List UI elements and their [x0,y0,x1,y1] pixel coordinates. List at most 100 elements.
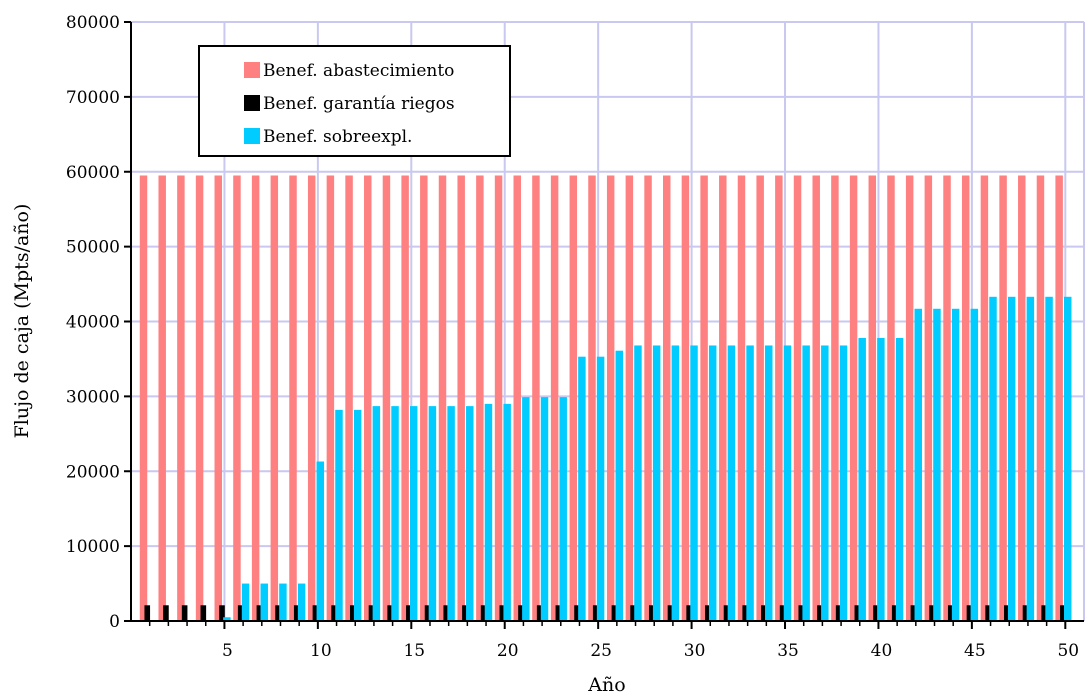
bar-0-37 [812,175,820,621]
bar-1-7 [256,605,263,621]
bar-2-11 [335,409,343,621]
bar-0-1 [139,175,148,621]
legend-label-0: Benef. abastecimiento [263,61,454,81]
bar-1-49 [1041,605,1048,621]
y-axis-title: Flujo de caja (Mpts/año) [11,204,33,439]
bar-2-5 [223,617,231,621]
bar-0-13 [364,175,372,621]
bar-1-30 [686,605,692,621]
bar-2-33 [746,345,754,621]
bar-2-34 [765,345,773,621]
x-tick-label: 10 [310,641,332,661]
bar-1-1 [144,605,151,621]
bar-1-29 [667,605,674,621]
bar-0-36 [793,175,802,621]
x-tick-label: 45 [964,641,986,661]
x-tick-label: 30 [684,641,706,661]
bar-0-9 [289,175,297,621]
bar-2-46 [989,296,997,621]
legend-swatch-0 [244,62,260,78]
bar-1-6 [237,605,244,621]
y-tick-label: 10000 [66,537,120,557]
x-tick-label: 15 [403,641,425,661]
bar-2-7 [260,583,268,621]
bar-1-32 [723,605,730,621]
bar-0-5 [214,175,223,621]
bars [139,175,1072,621]
bar-1-45 [966,605,973,621]
y-tick-label: 60000 [66,163,120,183]
bar-0-40 [868,175,877,621]
bar-1-21 [518,605,524,621]
bar-1-23 [555,605,562,621]
bar-2-19 [484,403,493,621]
bar-0-8 [270,175,279,621]
bar-0-34 [756,175,764,621]
bar-0-33 [737,175,746,621]
bar-2-10 [316,461,325,621]
bar-1-10 [312,605,319,621]
bar-1-9 [293,605,300,621]
bar-2-18 [466,406,474,621]
bar-0-42 [905,175,914,621]
ticks: 0 10000 20000 30000 40000 50000 60000 70000 8000… [66,13,1079,661]
bar-1-2 [163,605,169,621]
bar-0-35 [775,175,783,621]
y-tick-label: 0 [109,612,120,632]
bar-2-9 [297,583,306,621]
bar-1-4 [200,605,207,621]
bar-1-27 [630,605,636,621]
bar-0-38 [831,175,839,621]
bar-0-18 [457,175,465,621]
x-tick-label: 50 [1057,641,1079,661]
bar-2-21 [522,397,530,621]
bar-0-49 [1036,175,1045,621]
bar-2-30 [690,345,698,621]
x-tick-label: 20 [497,641,519,661]
bar-1-44 [947,605,954,621]
bar-0-47 [999,175,1007,621]
bar-2-39 [858,337,866,621]
x-tick-label: 5 [222,641,233,661]
bar-0-28 [644,175,652,621]
bar-0-30 [681,175,690,621]
legend-label-2: Benef. sobreexpl. [263,127,412,147]
legend: Benef. abastecimiento Benef. garantía rie… [198,45,511,157]
bar-2-48 [1026,296,1035,621]
bar-1-14 [387,605,393,621]
bar-2-15 [409,406,418,621]
bar-1-41 [891,605,898,621]
bar-1-3 [181,605,188,621]
bar-1-15 [406,605,412,621]
bar-2-8 [279,583,287,621]
bar-0-27 [625,175,634,621]
bar-0-7 [251,175,260,621]
bar-2-29 [671,345,680,621]
bar-1-37 [817,605,823,621]
bar-1-19 [480,605,487,621]
bar-0-44 [943,175,951,621]
bar-2-45 [970,308,979,621]
bar-1-46 [985,605,991,621]
bar-2-49 [1045,296,1053,621]
bar-0-23 [550,175,559,621]
bar-0-26 [606,175,615,621]
bar-0-25 [588,175,596,621]
bar-2-28 [652,345,661,621]
x-tick-label: 25 [590,641,612,661]
x-tick-label: 35 [777,641,799,661]
legend-label-1: Benef. garantía riegos [263,94,455,114]
legend-swatch-2 [244,128,260,144]
y-tick-label: 50000 [66,238,120,258]
bar-1-36 [798,605,805,621]
bar-1-43 [929,605,935,621]
bar-1-33 [742,605,749,621]
bar-2-14 [391,406,399,621]
bar-2-24 [578,356,586,621]
bar-0-14 [382,175,391,621]
bar-1-11 [331,605,337,621]
bar-0-24 [569,175,578,621]
bar-0-46 [980,175,989,621]
bar-1-50 [1060,605,1066,621]
